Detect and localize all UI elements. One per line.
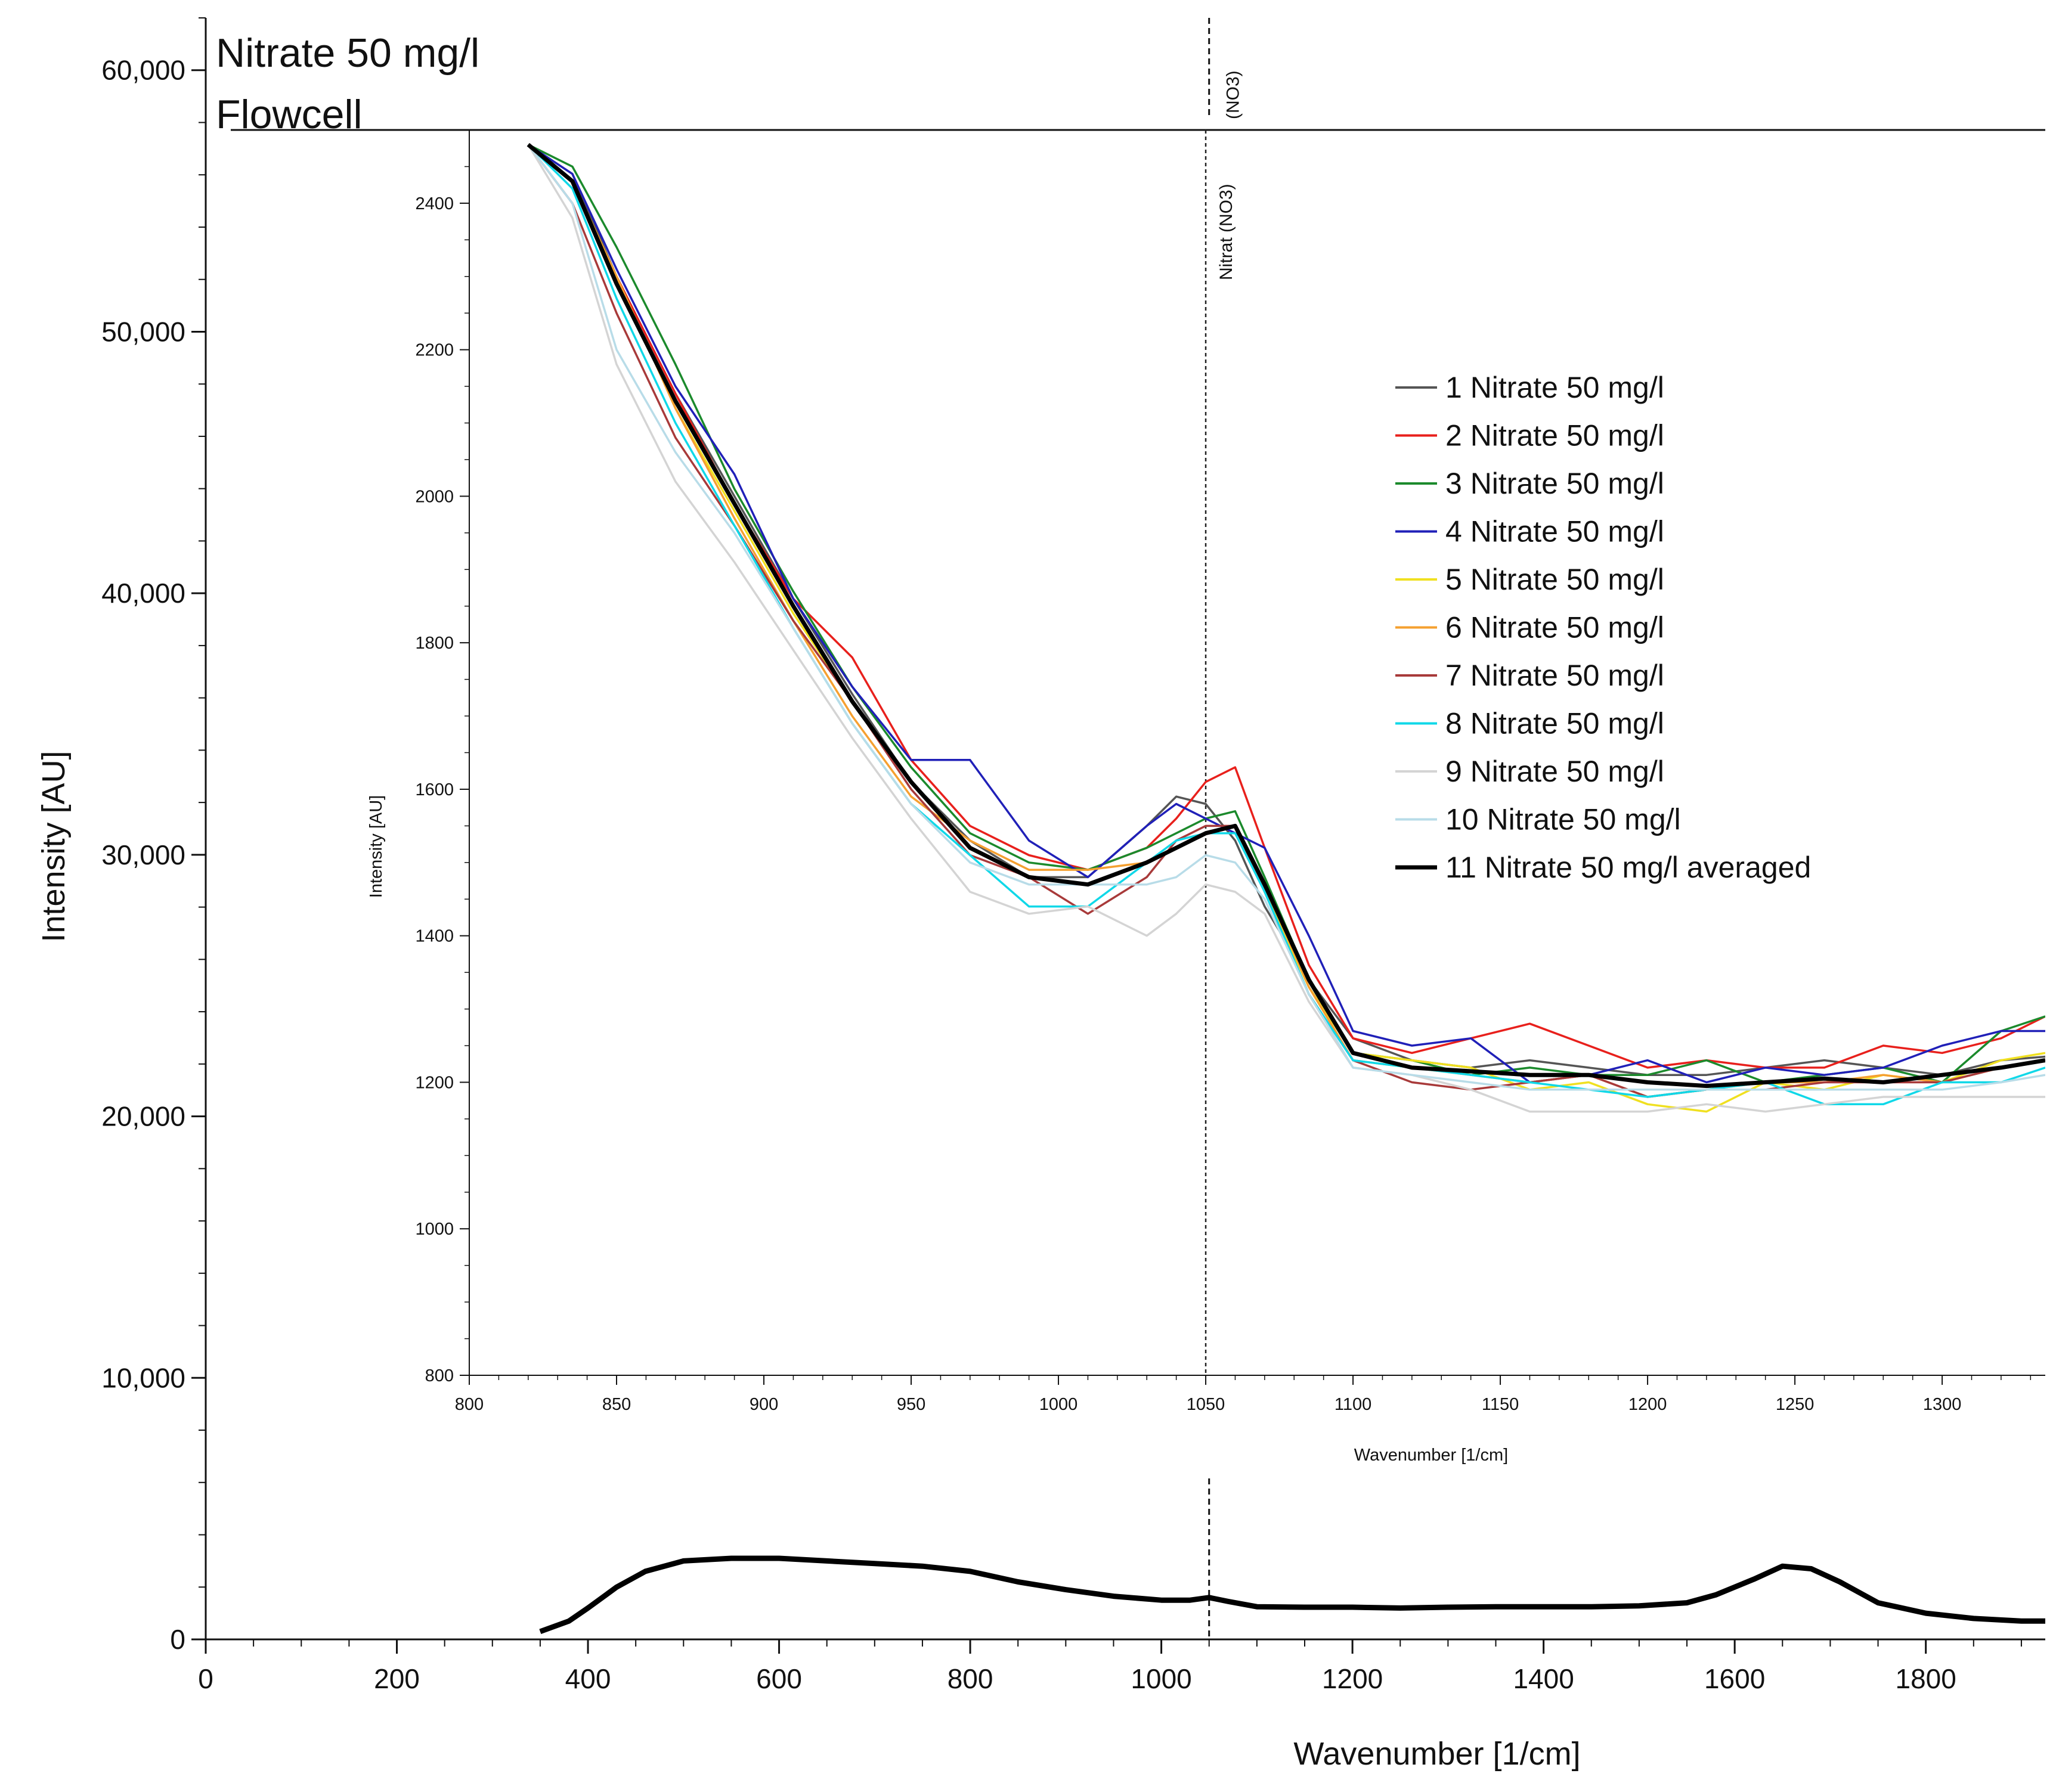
main-y-tick-label: 40,000: [101, 578, 185, 609]
inset-series-line: [527, 142, 2045, 1089]
main-y-tick-label: 0: [170, 1624, 185, 1655]
main-y-axis-label: Intensity [AU]: [36, 751, 72, 942]
inset-x-tick-label: 1000: [1039, 1395, 1078, 1414]
main-x-tick-label: 1600: [1704, 1663, 1765, 1694]
inset-x-tick-label: 950: [897, 1395, 925, 1414]
inset-y-tick-label: 800: [425, 1366, 454, 1385]
inset-series-line: [527, 144, 2045, 1069]
inset-y-tick-label: 1400: [415, 927, 454, 946]
legend-label: 9 Nitrate 50 mg/l: [1445, 755, 1664, 788]
inset-series-line: [527, 144, 2045, 1113]
inset-x-tick-label: 1200: [1628, 1395, 1667, 1414]
inset-y-tick-label: 2200: [415, 341, 454, 360]
inset-x-tick-label: 900: [750, 1395, 778, 1414]
main-x-axis-label: Wavenumber [1/cm]: [1293, 1736, 1580, 1772]
inset-x-axis-label: Wavenumber [1/cm]: [1354, 1446, 1508, 1465]
legend-label: 4 Nitrate 50 mg/l: [1445, 515, 1664, 548]
main-series-line: [539, 1555, 2045, 1635]
inset-nitrat-annotation: Nitrat (NO3): [1216, 184, 1236, 280]
legend-label: 3 Nitrate 50 mg/l: [1445, 467, 1664, 500]
main-x-tick-label: 0: [198, 1663, 213, 1694]
inset-series-group: [527, 142, 2045, 1113]
main-plot: 0 10,000 20,000 30,000 40,000 50,000 60,000 0 20…: [101, 17, 2046, 1694]
main-no3-annotation: (NO3): [1224, 70, 1243, 119]
inset-y-axis-label: Intensity [AU]: [367, 795, 386, 898]
inset-x-tick-label: 1100: [1334, 1395, 1371, 1414]
main-y-tick-label: 10,000: [101, 1362, 185, 1393]
legend-label: 2 Nitrate 50 mg/l: [1445, 419, 1664, 452]
inset-y-tick-label: 1800: [415, 634, 454, 653]
legend-label: 10 Nitrate 50 mg/l: [1445, 803, 1681, 836]
legend-label: 8 Nitrate 50 mg/l: [1445, 707, 1664, 740]
inset-series-line: [527, 144, 2045, 1084]
inset-y-tick-label: 1200: [415, 1073, 454, 1092]
chart-title-line-2: Flowcell: [216, 92, 363, 137]
main-y-tick-label: 50,000: [101, 316, 185, 347]
main-x-tick-label: 1800: [1896, 1663, 1956, 1694]
legend-label: 1 Nitrate 50 mg/l: [1445, 371, 1664, 404]
legend-label: 6 Nitrate 50 mg/l: [1445, 611, 1664, 644]
inset-y-tick-label: 1000: [415, 1220, 454, 1239]
inset-x-tick-label: 1150: [1482, 1395, 1519, 1414]
legend-label: 11 Nitrate 50 mg/l averaged: [1445, 851, 1811, 884]
inset-y-tick-label: 1600: [415, 780, 454, 799]
main-y-tick-label: 20,000: [101, 1101, 185, 1132]
main-x-tick-label: 200: [374, 1663, 420, 1694]
inset-plot: 800 1000 1200 1400 1600 1800 2000 2200 2400 800 85…: [231, 129, 2045, 1414]
chart-title-line-1: Nitrate 50 mg/l: [216, 30, 479, 76]
main-x-tick-label: 1200: [1322, 1663, 1383, 1694]
inset-y-tick-label: 2400: [415, 194, 454, 213]
main-x-tick-label: 400: [565, 1663, 611, 1694]
main-y-tick-label: 60,000: [101, 55, 185, 86]
inset-x-tick-label: 800: [455, 1395, 484, 1414]
main-x-tick-label: 800: [948, 1663, 993, 1694]
inset-x-tick-label: 1300: [1923, 1395, 1962, 1414]
inset-x-tick-label: 1050: [1187, 1395, 1225, 1414]
main-y-tick-label: 30,000: [101, 839, 185, 870]
main-x-tick-label: 600: [756, 1663, 802, 1694]
inset-y-tick-label: 2000: [415, 487, 454, 506]
inset-x-tick-label: 850: [602, 1395, 631, 1414]
main-x-tick-label: 1400: [1513, 1663, 1574, 1694]
legend-label: 5 Nitrate 50 mg/l: [1445, 563, 1664, 596]
inset-background: [469, 130, 2045, 1375]
inset-x-tick-label: 1250: [1776, 1395, 1815, 1414]
main-x-tick-label: 1000: [1131, 1663, 1191, 1694]
legend-label: 7 Nitrate 50 mg/l: [1445, 659, 1664, 692]
inset-series-line: [527, 144, 2045, 1091]
